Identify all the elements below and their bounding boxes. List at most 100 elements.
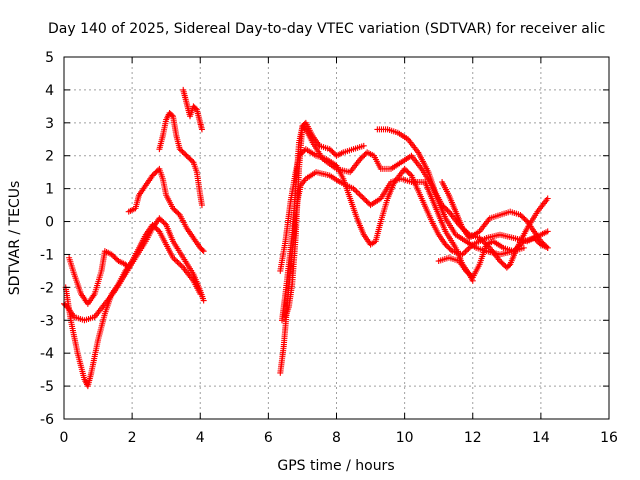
data-point <box>517 211 524 218</box>
x-tick-label: 12 <box>464 430 482 446</box>
data-point <box>187 156 194 163</box>
data-point <box>520 244 527 251</box>
data-point <box>177 261 184 268</box>
series-trace-9 <box>279 123 551 324</box>
data-point <box>172 208 179 215</box>
series-trace-6 <box>180 86 205 133</box>
data-point <box>362 196 369 203</box>
data-point <box>543 243 550 250</box>
data-point <box>326 146 333 153</box>
data-point <box>161 220 168 227</box>
data-point <box>498 259 505 266</box>
data-point <box>443 242 450 249</box>
series-trace-13 <box>435 238 527 281</box>
data-point <box>537 238 544 245</box>
chart-title: Day 140 of 2025, Sidereal Day-to-day VTE… <box>48 21 605 37</box>
data-point <box>183 152 190 159</box>
data-point <box>198 126 205 133</box>
data-point <box>149 172 156 179</box>
data-point <box>465 245 472 252</box>
data-point <box>460 250 467 257</box>
series-trace-10 <box>282 119 367 320</box>
data-point <box>402 167 409 174</box>
data-point <box>153 168 160 175</box>
data-point <box>189 157 196 164</box>
y-tick-label: -4 <box>40 346 54 362</box>
data-point <box>200 248 207 255</box>
data-point <box>464 269 471 276</box>
data-point <box>440 203 447 210</box>
data-point <box>180 150 187 157</box>
data-marks <box>61 86 551 390</box>
data-point <box>155 227 162 234</box>
data-point <box>407 171 414 178</box>
data-point <box>442 241 449 248</box>
data-point <box>160 219 167 226</box>
data-point <box>354 189 361 196</box>
data-point <box>443 206 450 213</box>
series-trace-12 <box>439 179 551 251</box>
data-point <box>150 223 157 230</box>
data-point <box>497 258 503 265</box>
data-point <box>441 204 448 211</box>
y-tick-label: 1 <box>45 182 54 198</box>
data-point <box>168 112 175 119</box>
x-tick-label: 14 <box>532 430 550 446</box>
data-point <box>178 147 185 154</box>
series-trace-7 <box>277 169 476 376</box>
y-axis-label: SDTVAR / TECUs <box>7 181 23 296</box>
series-trace-2 <box>62 221 204 390</box>
data-point <box>198 202 205 209</box>
data-point <box>465 270 472 277</box>
data-point <box>356 191 363 198</box>
data-point <box>329 148 336 155</box>
data-point <box>178 263 185 270</box>
data-point <box>404 168 411 175</box>
x-tick-label: 4 <box>196 430 205 446</box>
series-trace-4 <box>125 165 207 255</box>
y-tick-label: -2 <box>40 280 54 296</box>
x-tick-label: 8 <box>332 430 341 446</box>
data-point <box>149 221 156 228</box>
data-point <box>358 154 365 161</box>
data-point <box>521 215 528 222</box>
data-point <box>170 205 176 212</box>
data-point <box>540 240 547 247</box>
data-point <box>328 147 335 154</box>
data-point <box>447 246 454 253</box>
data-point <box>405 169 412 176</box>
data-point <box>330 150 337 157</box>
data-point <box>182 151 189 158</box>
data-point <box>445 244 452 251</box>
y-tick-label: 0 <box>45 215 54 231</box>
data-point <box>156 215 163 222</box>
data-point <box>199 247 206 254</box>
data-point <box>544 195 551 202</box>
y-tick-label: -6 <box>40 412 54 428</box>
x-tick-label: 2 <box>128 430 137 446</box>
y-tick-label: -1 <box>40 247 54 263</box>
data-point <box>108 251 115 258</box>
data-point <box>360 142 367 149</box>
data-point <box>360 195 367 202</box>
series-trace-8 <box>277 146 551 274</box>
y-tick-label: 4 <box>45 83 54 99</box>
x-tick-label: 6 <box>264 430 273 446</box>
y-tick-label: -5 <box>40 379 54 395</box>
data-point <box>174 209 181 216</box>
data-point <box>357 192 364 199</box>
data-point <box>444 207 451 214</box>
data-point <box>157 216 164 223</box>
data-point <box>462 267 469 274</box>
data-point <box>176 146 183 153</box>
data-point <box>112 255 119 262</box>
data-point <box>518 213 525 220</box>
data-point <box>520 214 527 221</box>
data-point <box>467 271 474 278</box>
data-point <box>446 245 453 252</box>
y-tick-label: 3 <box>45 116 54 132</box>
data-point <box>544 244 551 251</box>
data-point <box>172 257 179 264</box>
data-point <box>499 260 506 267</box>
